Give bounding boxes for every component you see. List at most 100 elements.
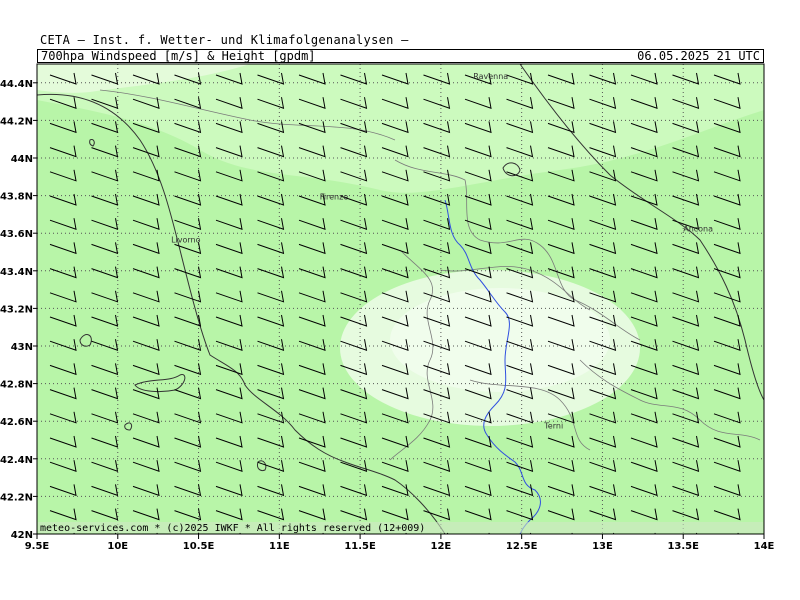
wind-barb-icon (423, 169, 451, 182)
wind-barb-icon (630, 193, 658, 206)
wind-barb-icon (215, 435, 243, 448)
city-label: Livorno (171, 236, 201, 245)
wind-barb-icon (713, 169, 741, 182)
wind-barb-icon (672, 314, 700, 327)
wind-barb-icon (298, 145, 326, 158)
longitude-label: 9.5E (25, 541, 50, 552)
wind-barb-icon (257, 145, 285, 158)
wind-barb-icon (506, 121, 534, 134)
wind-barb-icon (174, 363, 202, 376)
wind-barb-icon (589, 290, 617, 303)
wind-barb-icon (672, 97, 700, 109)
wind-barb-icon (630, 72, 658, 85)
wind-barb-icon (91, 508, 119, 521)
wind-barb-icon (257, 218, 285, 230)
wind-barb-icon (298, 242, 326, 255)
wind-barb-icon (91, 193, 119, 206)
wind-barb-icon (713, 266, 741, 279)
wind-barb-icon (381, 242, 409, 255)
wind-barb-icon (257, 242, 285, 255)
wind-barb-icon (464, 193, 492, 206)
wind-barb-icon (91, 145, 119, 158)
wind-barb-icon (132, 435, 160, 448)
wind-barb-icon (547, 290, 575, 303)
wind-barb-icon (340, 411, 368, 424)
map-frame (36, 63, 765, 535)
wind-barb-icon (423, 387, 451, 400)
wind-barb-icon (589, 218, 617, 230)
wind-barb-icon (340, 97, 368, 109)
wind-barb-icon (506, 387, 534, 400)
wind-barb-icon (423, 508, 451, 521)
latitude-label: 43.2N (0, 304, 33, 315)
wind-barb-icon (215, 145, 243, 158)
wind-barb-icon (506, 339, 534, 351)
wind-barb-icon (340, 460, 368, 472)
wind-barb-icon (630, 242, 658, 255)
wind-barb-icon (464, 169, 492, 182)
wind-barb-icon (49, 97, 77, 109)
wind-barb-icon (381, 387, 409, 400)
wind-barb-icon (589, 363, 617, 376)
wind-barb-icon (381, 435, 409, 448)
wind-barb-icon (91, 290, 119, 303)
wind-barb-icon (174, 411, 202, 424)
wind-barb-icon (91, 411, 119, 424)
wind-barb-icon (132, 387, 160, 400)
wind-barb-icon (464, 145, 492, 158)
wind-barb-icon (630, 218, 658, 230)
wind-barb-icon (257, 508, 285, 521)
longitude-label: 12.5E (506, 541, 538, 552)
latitude-label: 42.6N (0, 417, 33, 428)
wind-barb-icon (174, 460, 202, 472)
copyright-footer: meteo-services.com * (c)2025 IWKF * All … (40, 523, 425, 534)
wind-barb-icon (713, 387, 741, 400)
wind-barb-icon (589, 435, 617, 448)
wind-barb-icon (547, 460, 575, 472)
wind-barb-icon (589, 508, 617, 521)
wind-barb-icon (547, 169, 575, 182)
wind-barb-icon (298, 266, 326, 279)
wind-barb-icon (464, 508, 492, 521)
wind-barb-icon (174, 339, 202, 351)
wind-barb-icon (340, 435, 368, 448)
city-label: Firenze (320, 192, 349, 201)
wind-barb-icon (91, 460, 119, 472)
wind-barb-icon (464, 484, 492, 497)
wind-barb-icon (298, 460, 326, 472)
wind-barb-icon (340, 121, 368, 134)
wind-barb-icon (672, 387, 700, 400)
wind-barb-icon (713, 97, 741, 109)
wind-barb-icon (174, 387, 202, 400)
wind-barb-icon (630, 460, 658, 472)
wind-barb-icon (132, 508, 160, 521)
footer-band (38, 522, 763, 533)
wind-barb-icon (340, 193, 368, 206)
wind-barb-icon (381, 121, 409, 134)
wind-barb-icon (381, 508, 409, 521)
wind-barb-icon (132, 339, 160, 351)
wind-barb-icon (257, 314, 285, 327)
wind-barb-icon (423, 97, 451, 109)
wind-barb-icon (506, 484, 534, 497)
wind-barb-icon (132, 145, 160, 158)
wind-barb-icon (257, 266, 285, 279)
wind-barb-icon (423, 290, 451, 303)
wind-barb-icon (506, 290, 534, 303)
wind-barb-icon (589, 72, 617, 85)
wind-barb-icon (49, 314, 77, 327)
wind-barb-icon (91, 242, 119, 255)
wind-barb-icon (630, 435, 658, 448)
wind-barb-icon (423, 121, 451, 134)
wind-barb-icon (464, 121, 492, 134)
wind-barb-icon (215, 169, 243, 182)
wind-barb-icon (174, 290, 202, 303)
wind-barb-icon (464, 411, 492, 424)
wind-barb-icon (174, 218, 202, 230)
wind-barb-icon (91, 72, 119, 85)
wind-barb-icon (298, 121, 326, 134)
wind-barb-icon (340, 242, 368, 255)
wind-barb-icon (340, 266, 368, 279)
wind-barb-icon (257, 339, 285, 351)
